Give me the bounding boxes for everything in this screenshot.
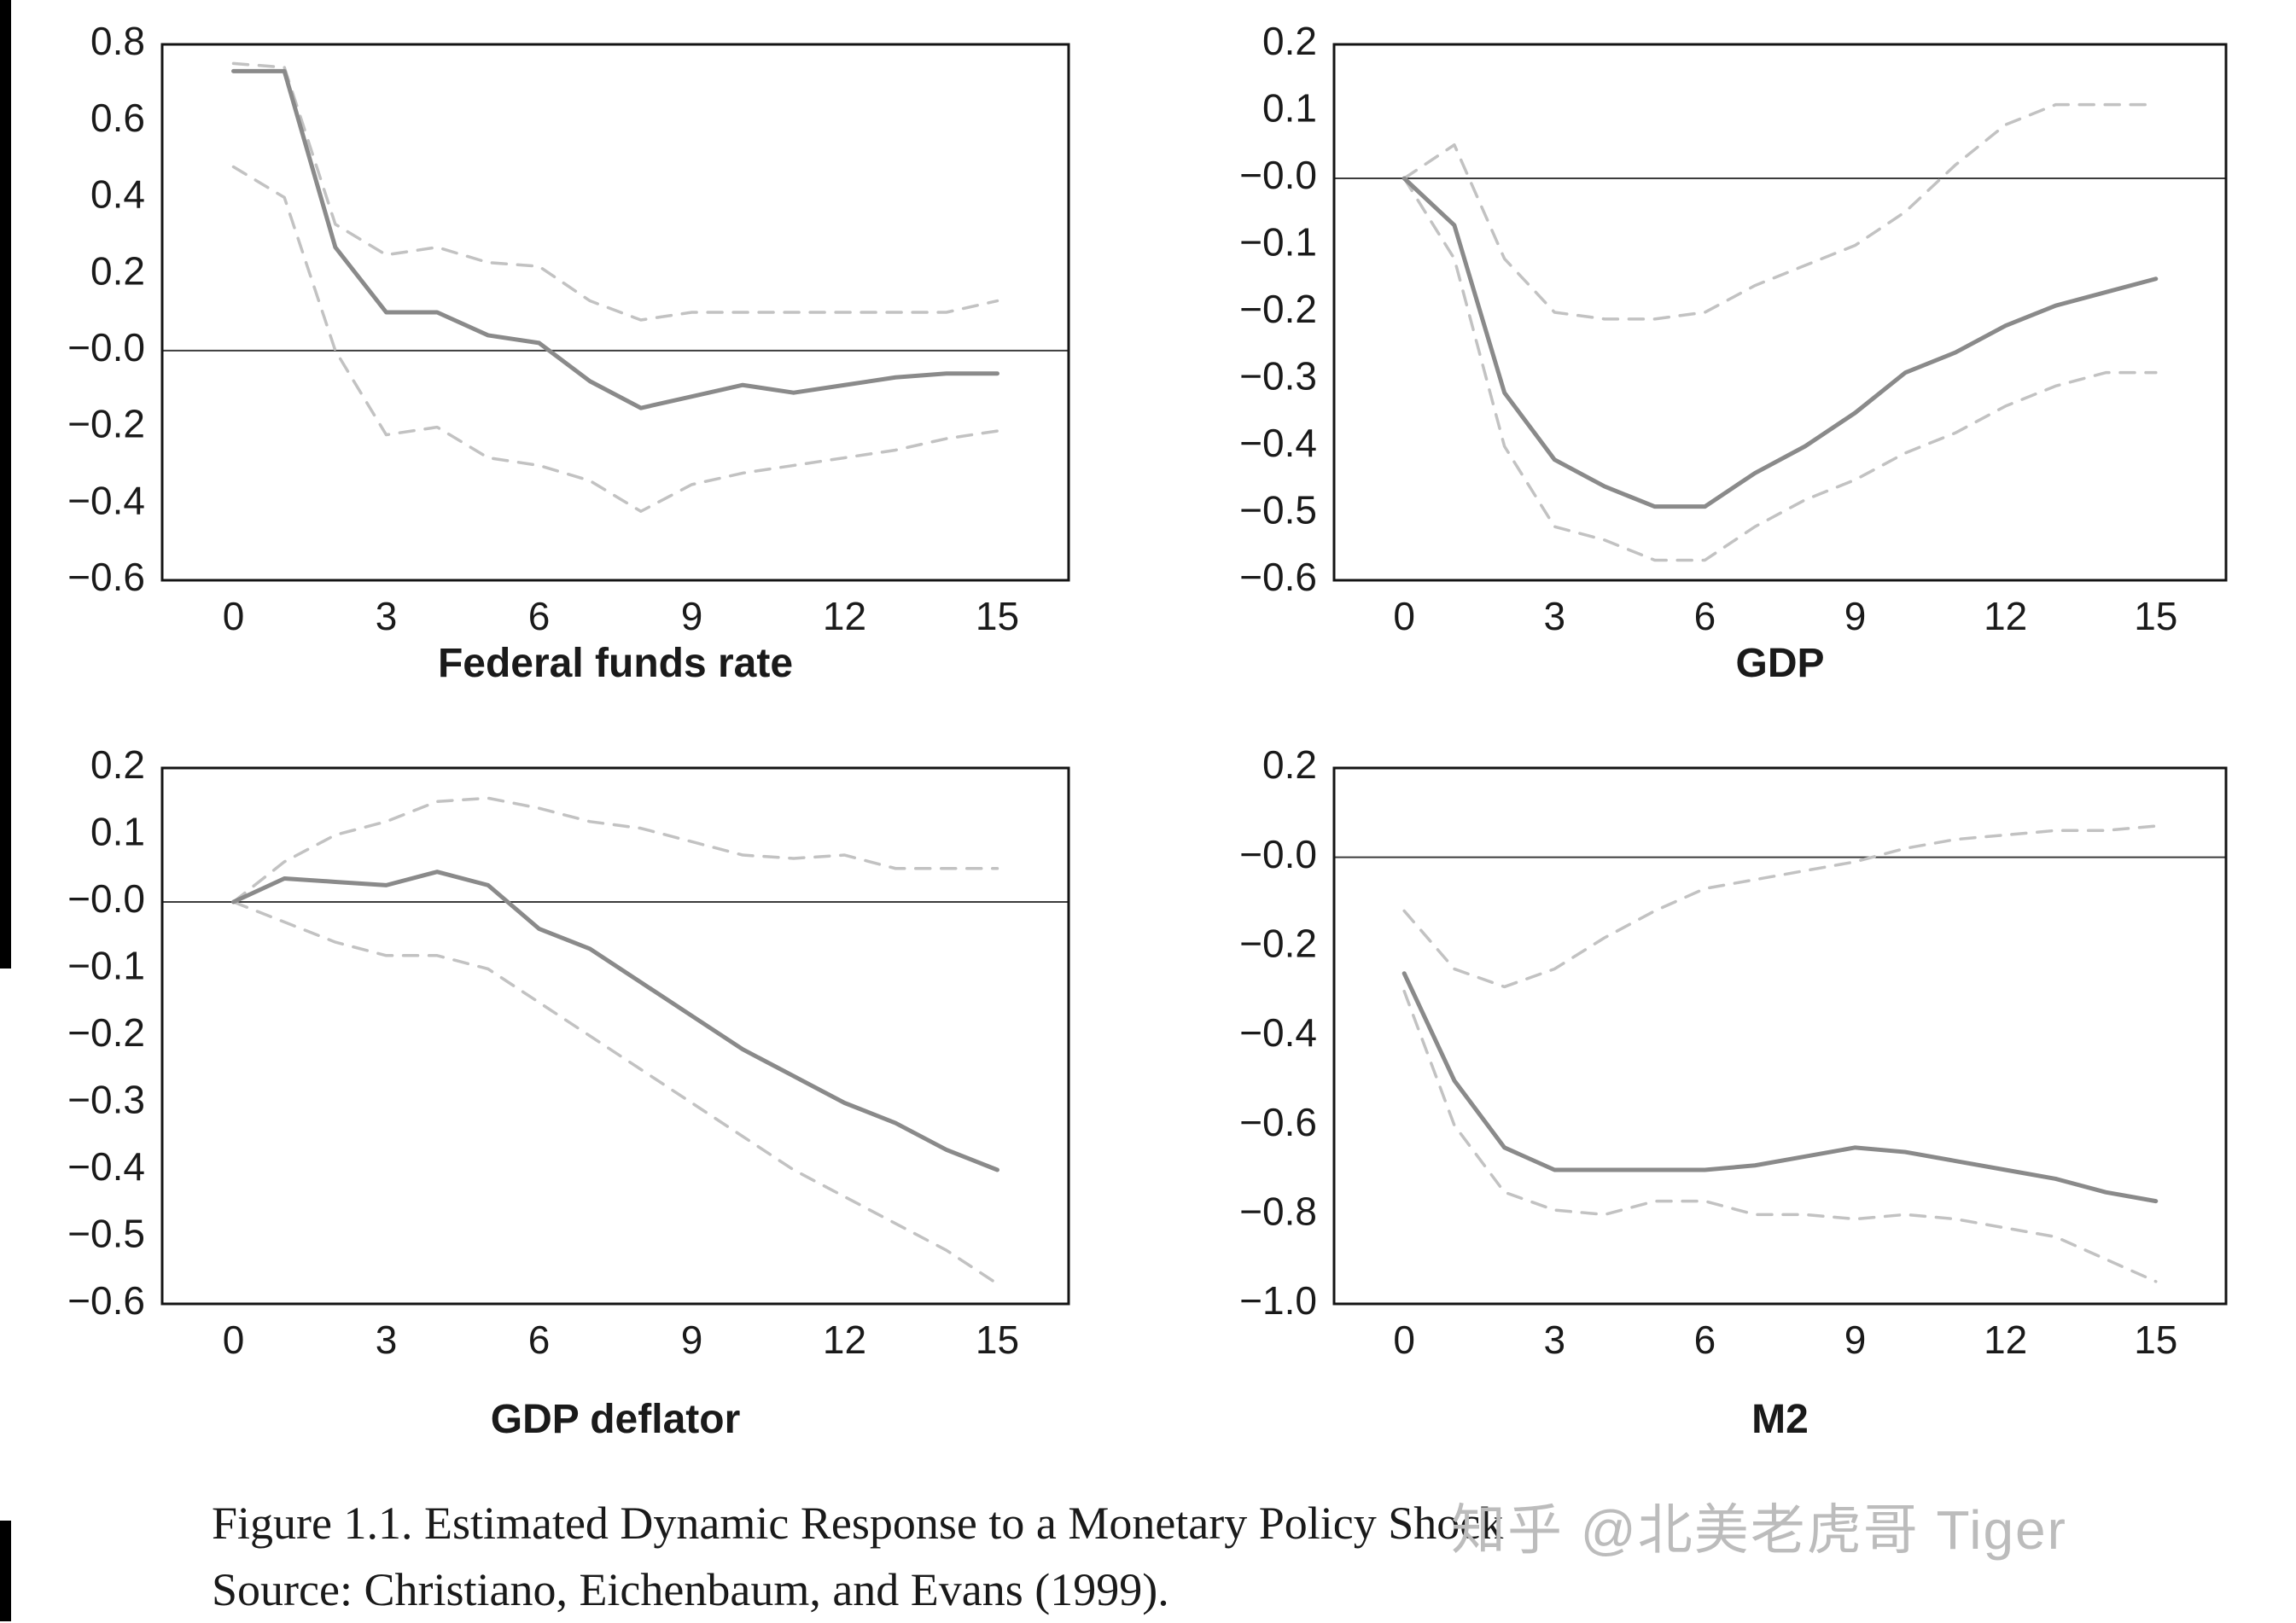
chart-gdp-deflator: 0.2 0.1 −0.0 −0.1 −0.2 −0.3 −0.4 −0.5 −0.6 0 3 6 9 12… xyxy=(36,742,1086,1377)
svg-text:9: 9 xyxy=(681,1318,703,1362)
svg-text:15: 15 xyxy=(2134,594,2177,638)
figure-caption-line2: Source: Christiano, Eichenbaum, and Evan… xyxy=(212,1564,1169,1615)
svg-text:0.2: 0.2 xyxy=(90,248,145,293)
svg-text:9: 9 xyxy=(681,594,703,638)
svg-text:−0.5: −0.5 xyxy=(1239,488,1317,532)
svg-text:−0.2: −0.2 xyxy=(67,402,145,446)
chart-title-federal-funds-rate: Federal funds rate xyxy=(437,641,794,686)
svg-text:−0.0: −0.0 xyxy=(1239,832,1317,876)
svg-text:−0.8: −0.8 xyxy=(1239,1189,1317,1233)
svg-text:3: 3 xyxy=(1544,594,1566,638)
svg-text:3: 3 xyxy=(376,594,398,638)
svg-text:−0.4: −0.4 xyxy=(67,1144,145,1189)
figure-caption-line1: Figure 1.1. Estimated Dynamic Response t… xyxy=(212,1498,1504,1549)
svg-text:−0.1: −0.1 xyxy=(1239,220,1317,265)
svg-text:15: 15 xyxy=(976,594,1019,638)
svg-text:−0.0: −0.0 xyxy=(67,325,145,369)
chart-canvas-ffr: 0.8 0.6 0.4 0.2 −0.0 −0.2 −0.4 −0.6 0 3 6 9 12 15 xyxy=(67,19,1070,638)
svg-text:12: 12 xyxy=(823,594,866,638)
svg-text:−0.4: −0.4 xyxy=(67,478,145,522)
svg-text:12: 12 xyxy=(823,1318,866,1362)
svg-text:−0.6: −0.6 xyxy=(1239,555,1317,599)
chart-canvas-gdp: 0.2 0.1 −0.0 −0.1 −0.2 −0.3 −0.4 −0.5 −0.6 0 3 6 9 12… xyxy=(1239,19,2228,638)
svg-text:0: 0 xyxy=(1393,594,1415,638)
svg-text:−0.6: −0.6 xyxy=(67,1278,145,1323)
watermark: 知乎 @北美老虎哥 Tiger xyxy=(1451,1499,2067,1561)
chart-title-m2: M2 xyxy=(1751,1397,1809,1442)
svg-text:−0.4: −0.4 xyxy=(1239,421,1317,465)
svg-text:0.2: 0.2 xyxy=(1262,749,1317,787)
svg-text:−0.1: −0.1 xyxy=(67,944,145,988)
svg-text:0: 0 xyxy=(223,594,245,638)
figure-caption: Figure 1.1. Estimated Dynamic Response t… xyxy=(212,1490,2132,1623)
svg-text:0: 0 xyxy=(223,1318,245,1362)
svg-text:3: 3 xyxy=(1544,1318,1566,1362)
svg-text:−0.6: −0.6 xyxy=(67,555,145,599)
svg-text:12: 12 xyxy=(1984,594,2027,638)
chart-title-gdp-deflator: GDP deflator xyxy=(490,1397,741,1442)
svg-text:0.8: 0.8 xyxy=(90,26,145,63)
svg-text:0.2: 0.2 xyxy=(1262,26,1317,63)
svg-text:0.6: 0.6 xyxy=(90,96,145,140)
svg-text:3: 3 xyxy=(376,1318,398,1362)
chart-federal-funds-rate: 0.8 0.6 0.4 0.2 −0.0 −0.2 −0.4 −0.6 0 3 6 9 12 15 xyxy=(36,19,1086,654)
scan-artifact-left-bar-bottom xyxy=(0,1521,11,1621)
chart-m2: 0.2 −0.0 −0.2 −0.4 −0.6 −0.8 −1.0 0 3 6 9 12 15 xyxy=(1208,742,2243,1377)
svg-text:12: 12 xyxy=(1984,1318,2027,1362)
svg-text:6: 6 xyxy=(1694,1318,1716,1362)
chart-canvas-m2: 0.2 −0.0 −0.2 −0.4 −0.6 −0.8 −1.0 0 3 6 9 12 15 xyxy=(1239,742,2228,1362)
svg-text:−0.0: −0.0 xyxy=(1239,153,1317,197)
scan-artifact-left-bar-top xyxy=(0,0,11,969)
svg-text:6: 6 xyxy=(528,1318,551,1362)
svg-text:−0.4: −0.4 xyxy=(1239,1010,1317,1055)
svg-text:−0.2: −0.2 xyxy=(1239,921,1317,965)
svg-text:0.2: 0.2 xyxy=(90,749,145,787)
svg-text:−0.3: −0.3 xyxy=(1239,354,1317,398)
svg-text:−0.0: −0.0 xyxy=(67,876,145,921)
svg-text:−0.2: −0.2 xyxy=(1239,287,1317,331)
svg-text:9: 9 xyxy=(1844,594,1867,638)
svg-text:15: 15 xyxy=(976,1318,1019,1362)
chart-title-gdp: GDP xyxy=(1735,641,1825,686)
chart-canvas-deflator: 0.2 0.1 −0.0 −0.1 −0.2 −0.3 −0.4 −0.5 −0.6 0 3 6 9 12… xyxy=(67,742,1070,1362)
svg-text:0.1: 0.1 xyxy=(1262,86,1317,131)
svg-text:−0.5: −0.5 xyxy=(67,1212,145,1256)
svg-text:−0.2: −0.2 xyxy=(67,1010,145,1055)
svg-text:−1.0: −1.0 xyxy=(1239,1278,1317,1323)
svg-text:0: 0 xyxy=(1393,1318,1415,1362)
svg-text:15: 15 xyxy=(2134,1318,2177,1362)
svg-text:9: 9 xyxy=(1844,1318,1867,1362)
svg-text:0.1: 0.1 xyxy=(90,810,145,854)
svg-text:−0.6: −0.6 xyxy=(1239,1100,1317,1144)
svg-text:6: 6 xyxy=(528,594,551,638)
svg-text:−0.3: −0.3 xyxy=(67,1078,145,1122)
svg-text:6: 6 xyxy=(1694,594,1716,638)
svg-text:0.4: 0.4 xyxy=(90,172,145,217)
chart-gdp: 0.2 0.1 −0.0 −0.1 −0.2 −0.3 −0.4 −0.5 −0.6 0 3 6 9 12… xyxy=(1208,19,2243,654)
